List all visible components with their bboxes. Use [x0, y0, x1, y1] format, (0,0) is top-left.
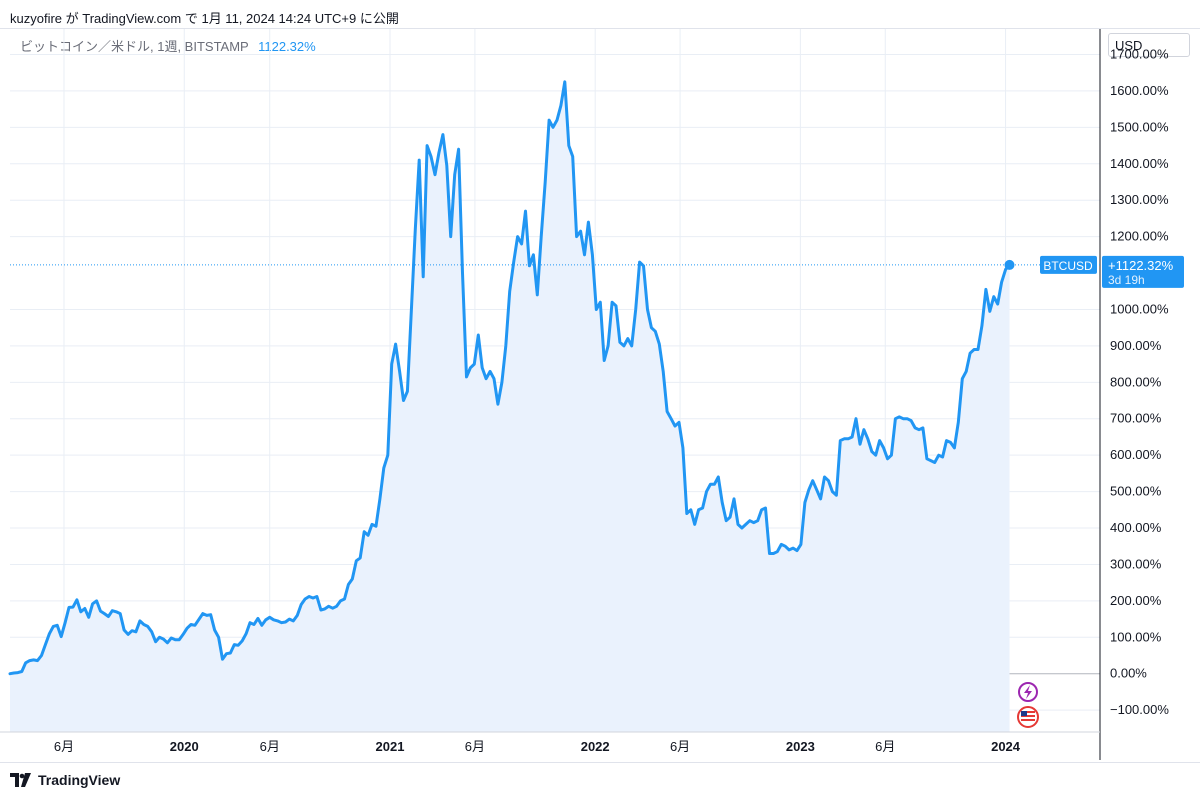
symbol-legend[interactable]: ビットコイン／米ドル, 1週, BITSTAMP 1122.32% [20, 36, 316, 55]
legend-value: 1122.32% [258, 39, 316, 54]
tradingview-footer[interactable]: TradingView [10, 769, 120, 791]
chart-frame[interactable] [0, 28, 1200, 763]
tradingview-logo-icon [10, 773, 31, 787]
symbol-description[interactable]: ビットコイン／米ドル, 1週, BITSTAMP [20, 39, 249, 54]
brand-name: TradingView [38, 772, 121, 788]
currency-selector[interactable]: USD [1108, 33, 1190, 57]
publish-info: kuzyofire が TradingView.com で 1月 11, 202… [10, 11, 399, 26]
